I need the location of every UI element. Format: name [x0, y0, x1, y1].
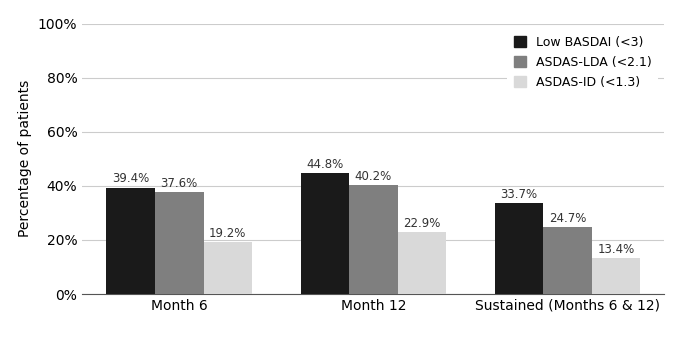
Text: 40.2%: 40.2% — [355, 170, 392, 183]
Text: 22.9%: 22.9% — [403, 217, 440, 230]
Text: 33.7%: 33.7% — [500, 188, 538, 201]
Bar — [106, 188, 155, 294]
Bar — [203, 242, 252, 294]
Bar — [592, 258, 640, 294]
Bar — [349, 185, 397, 294]
Text: 39.4%: 39.4% — [112, 172, 149, 185]
Text: 13.4%: 13.4% — [597, 243, 634, 256]
Text: 44.8%: 44.8% — [306, 158, 343, 171]
Legend: Low BASDAI (<3), ASDAS-LDA (<2.1), ASDAS-ID (<1.3): Low BASDAI (<3), ASDAS-LDA (<2.1), ASDAS… — [508, 30, 658, 95]
Bar — [543, 227, 592, 294]
Text: 19.2%: 19.2% — [209, 227, 247, 240]
Text: 37.6%: 37.6% — [160, 177, 198, 190]
Bar — [301, 173, 349, 294]
Bar — [397, 232, 446, 294]
Bar — [495, 203, 543, 294]
Y-axis label: Percentage of patients: Percentage of patients — [18, 80, 32, 238]
Text: 24.7%: 24.7% — [549, 212, 586, 225]
Bar — [155, 192, 203, 294]
